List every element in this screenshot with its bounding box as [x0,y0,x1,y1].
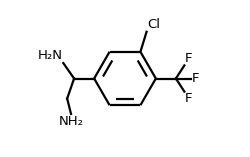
Text: H₂N: H₂N [38,49,62,62]
Text: F: F [192,72,199,85]
Text: F: F [185,92,192,105]
Text: NH₂: NH₂ [58,115,84,128]
Text: F: F [185,52,192,65]
Text: Cl: Cl [147,18,160,31]
